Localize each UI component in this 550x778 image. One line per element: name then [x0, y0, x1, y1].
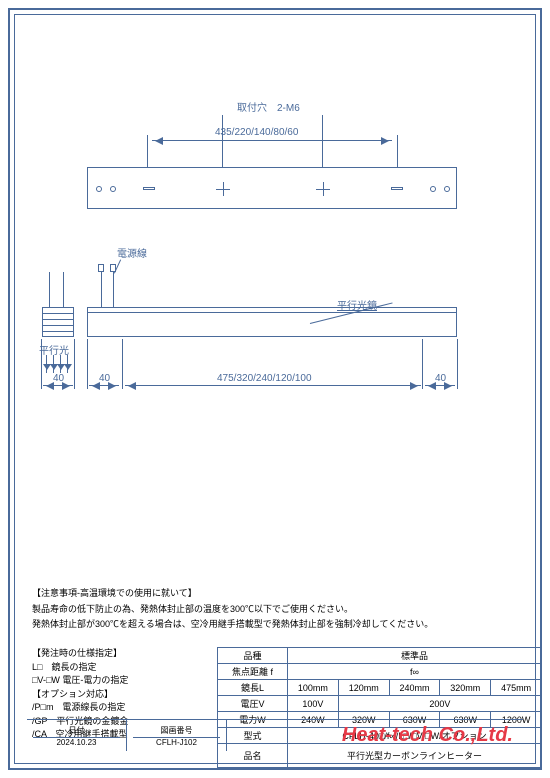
dim-40: 40: [99, 373, 110, 384]
dim-line-main: [125, 385, 421, 386]
hole-icon: [444, 186, 450, 192]
hole-icon: [430, 186, 436, 192]
spec-heading: 【発注時の仕様指定】: [32, 647, 202, 661]
table-row: 品種 標準品: [218, 648, 542, 664]
slot-icon: [143, 187, 155, 190]
dim-line: [425, 385, 455, 386]
drawing-no-cell: 図画番号 CFLH-J102: [127, 720, 227, 751]
end-view-cables: [45, 272, 70, 307]
heater-top-view: [87, 167, 457, 209]
cell-label: 鏡長L: [218, 680, 288, 696]
outer-frame: 取付穴 2-M6 435/220/140/80/60 電源線: [8, 8, 542, 770]
notes-line: 発熱体封止部が300℃を超える場合は、空冷用継手搭載型で発熱体封止部を強制冷却し…: [32, 618, 518, 632]
heater-end-view: [42, 307, 74, 337]
spec-line: /P□m 電源線長の指定: [32, 701, 202, 715]
mount-mark-icon: [316, 182, 330, 196]
spec-line: L□ 鏡長の指定: [32, 661, 202, 675]
cell-value: f∞: [288, 664, 542, 680]
notes-line: 製品寿命の低下防止の為、発熱体封止部の温度を300℃以下でご使用ください。: [32, 603, 518, 617]
parallel-light-label: 平行光: [39, 342, 69, 357]
cell-value: 475mm: [491, 680, 542, 696]
date-cell: 日付 2024.10.23: [27, 720, 127, 751]
dim-ext-line: [397, 135, 398, 167]
technical-drawing: 取付穴 2-M6 435/220/140/80/60 電源線: [27, 27, 523, 427]
dim-line: [43, 385, 73, 386]
cell-value: 標準品: [288, 648, 542, 664]
cell-value: 200V: [338, 696, 541, 712]
dim-line-top: [152, 140, 392, 141]
dim-40: 40: [435, 373, 446, 384]
top-dimension: 435/220/140/80/60: [215, 127, 298, 138]
cell-label: 焦点距離 f: [218, 664, 288, 680]
dim-ext-line: [322, 115, 323, 167]
dim-ext: [87, 339, 88, 389]
drawing-no-value: CFLH-J102: [133, 738, 220, 747]
dim-ext-line: [147, 135, 148, 167]
heater-side-view: [87, 307, 457, 337]
company-logo: Heat-tech Co.,Ltd.: [342, 724, 513, 747]
spec-heading: 【オプション対応】: [32, 688, 202, 702]
dim-ext: [41, 339, 42, 389]
dim-ext: [422, 339, 423, 389]
cell-label: 品種: [218, 648, 288, 664]
date-value: 2024.10.23: [33, 738, 120, 747]
date-label: 日付: [33, 724, 120, 738]
hole-icon: [96, 186, 102, 192]
mount-hole-label: 取付穴 2-M6: [237, 99, 300, 114]
dim-40: 40: [53, 373, 64, 384]
table-row: 鏡長L 100mm 120mm 240mm 320mm 475mm: [218, 680, 542, 696]
dim-ext: [74, 339, 75, 389]
cell-value: 100mm: [288, 680, 339, 696]
inner-frame: 取付穴 2-M6 435/220/140/80/60 電源線: [14, 14, 536, 764]
caution-notes: 【注意事項-高温環境での使用に就いて】 製品寿命の低下防止の為、発熱体封止部の温…: [32, 587, 518, 634]
content-area: 取付穴 2-M6 435/220/140/80/60 電源線: [27, 27, 523, 751]
table-row: 焦点距離 f f∞: [218, 664, 542, 680]
drawing-no-label: 図画番号: [133, 724, 220, 738]
cable-icon: [97, 272, 122, 307]
cell-value: 100V: [288, 696, 339, 712]
notes-heading: 【注意事項-高温環境での使用に就いて】: [32, 587, 518, 601]
mount-mark-icon: [216, 182, 230, 196]
cell-label: 電圧V: [218, 696, 288, 712]
dim-ext: [457, 339, 458, 389]
dim-ext-line: [222, 115, 223, 167]
slot-icon: [391, 187, 403, 190]
cell-value: 120mm: [338, 680, 389, 696]
table-row: 電圧V 100V 200V: [218, 696, 542, 712]
main-dimension: 475/320/240/120/100: [217, 373, 312, 384]
spec-line: □V-□W 電圧-電力の指定: [32, 674, 202, 688]
cell-value: 240mm: [389, 680, 440, 696]
cell-value: 320mm: [440, 680, 491, 696]
power-cable-label: 電源線: [117, 245, 147, 260]
dim-ext: [122, 339, 123, 389]
mirror-label: 平行光鏡: [337, 297, 377, 312]
dim-line: [89, 385, 119, 386]
hole-icon: [110, 186, 116, 192]
